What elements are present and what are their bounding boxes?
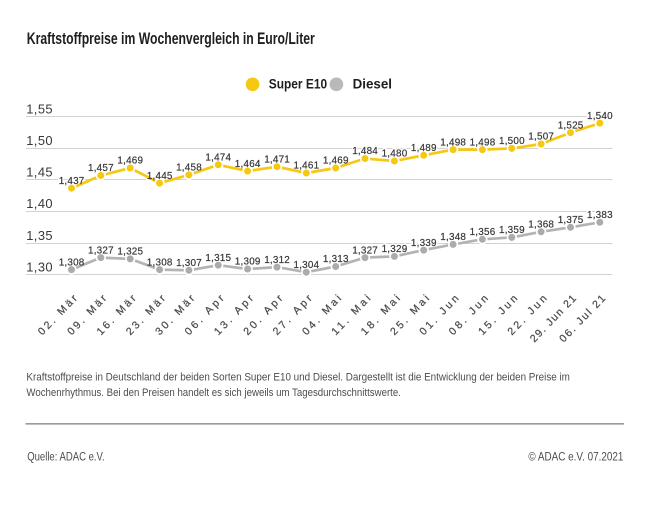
svg-text:1,307: 1,307 (176, 258, 202, 269)
svg-text:1,469: 1,469 (323, 156, 349, 167)
svg-text:1,308: 1,308 (147, 257, 173, 268)
svg-text:1,469: 1,469 (117, 156, 143, 167)
svg-text:1,304: 1,304 (294, 260, 320, 271)
svg-text:1,383: 1,383 (587, 210, 613, 221)
svg-text:© ADAC e.V. 07.2021: © ADAC e.V. 07.2021 (528, 452, 623, 464)
svg-text:Kraftstoffpreise in Deutschlan: Kraftstoffpreise in Deutschland der beid… (26, 372, 570, 384)
svg-text:1,40: 1,40 (26, 196, 52, 211)
svg-text:1,498: 1,498 (440, 137, 466, 148)
svg-text:1,368: 1,368 (528, 220, 554, 231)
svg-text:1,329: 1,329 (382, 244, 408, 255)
svg-text:1,327: 1,327 (352, 245, 378, 256)
svg-text:1,356: 1,356 (470, 227, 496, 238)
svg-text:1,45: 1,45 (26, 165, 52, 180)
svg-text:1,474: 1,474 (205, 153, 231, 164)
svg-text:1,327: 1,327 (88, 245, 114, 256)
svg-text:1,313: 1,313 (323, 254, 349, 265)
svg-text:1,30: 1,30 (26, 259, 52, 274)
svg-text:1,500: 1,500 (499, 136, 525, 147)
svg-text:Kraftstoffpreise im Wochenverg: Kraftstoffpreise im Wochenvergleich in E… (27, 29, 315, 48)
svg-text:1,307: 1,307 (176, 258, 202, 269)
svg-text:1,348: 1,348 (440, 232, 466, 243)
svg-text:1,469: 1,469 (117, 156, 143, 167)
svg-text:1,329: 1,329 (382, 244, 408, 255)
svg-text:1,474: 1,474 (205, 153, 231, 164)
svg-text:Diesel: Diesel (353, 75, 392, 91)
svg-text:1,327: 1,327 (88, 245, 114, 256)
svg-text:1,356: 1,356 (470, 227, 496, 238)
svg-text:Super E10: Super E10 (269, 75, 327, 91)
svg-text:1,471: 1,471 (264, 154, 290, 165)
svg-text:1,325: 1,325 (117, 247, 143, 258)
svg-text:1,498: 1,498 (440, 137, 466, 148)
svg-text:1,368: 1,368 (528, 220, 554, 231)
svg-text:1,461: 1,461 (294, 161, 320, 172)
svg-text:1,327: 1,327 (352, 245, 378, 256)
svg-text:1,304: 1,304 (294, 260, 320, 271)
svg-text:1,480: 1,480 (382, 149, 408, 160)
svg-text:1,498: 1,498 (470, 137, 496, 148)
svg-text:1,315: 1,315 (205, 253, 231, 264)
svg-text:Quelle: ADAC e.V.: Quelle: ADAC e.V. (27, 452, 105, 464)
svg-text:1,325: 1,325 (117, 247, 143, 258)
svg-text:1,55: 1,55 (26, 102, 52, 117)
svg-text:1,464: 1,464 (235, 159, 261, 170)
svg-text:Wochenrhythmus. Bei den Preise: Wochenrhythmus. Bei den Preisen handelt … (26, 387, 401, 399)
svg-text:1,309: 1,309 (235, 257, 261, 268)
svg-text:1,315: 1,315 (205, 253, 231, 264)
svg-text:1,498: 1,498 (470, 137, 496, 148)
svg-text:1,309: 1,309 (235, 257, 261, 268)
svg-text:1,457: 1,457 (88, 163, 114, 174)
svg-text:1,359: 1,359 (499, 225, 525, 236)
svg-text:1,484: 1,484 (352, 146, 378, 157)
svg-text:1,339: 1,339 (411, 238, 437, 249)
svg-text:1,375: 1,375 (558, 215, 584, 226)
svg-text:1,489: 1,489 (411, 143, 437, 154)
svg-text:1,464: 1,464 (235, 159, 261, 170)
svg-text:1,375: 1,375 (558, 215, 584, 226)
svg-text:1,489: 1,489 (411, 143, 437, 154)
svg-text:1,525: 1,525 (558, 120, 584, 131)
svg-text:1,471: 1,471 (264, 154, 290, 165)
svg-text:1,480: 1,480 (382, 149, 408, 160)
svg-text:1,312: 1,312 (264, 255, 290, 266)
svg-text:1,507: 1,507 (528, 132, 554, 143)
svg-text:1,540: 1,540 (587, 111, 613, 122)
svg-text:1,308: 1,308 (59, 257, 85, 268)
svg-text:1,484: 1,484 (352, 146, 378, 157)
svg-text:1,437: 1,437 (59, 176, 85, 187)
svg-text:1,500: 1,500 (499, 136, 525, 147)
svg-text:1,445: 1,445 (147, 171, 173, 182)
svg-text:1,339: 1,339 (411, 238, 437, 249)
svg-text:1,383: 1,383 (587, 210, 613, 221)
svg-text:1,50: 1,50 (26, 133, 52, 148)
svg-text:1,458: 1,458 (176, 163, 202, 174)
svg-text:1,35: 1,35 (26, 228, 52, 243)
svg-text:1,461: 1,461 (294, 161, 320, 172)
svg-text:1,359: 1,359 (499, 225, 525, 236)
svg-text:1,457: 1,457 (88, 163, 114, 174)
svg-text:1,312: 1,312 (264, 255, 290, 266)
svg-text:1,540: 1,540 (587, 111, 613, 122)
svg-text:1,348: 1,348 (440, 232, 466, 243)
